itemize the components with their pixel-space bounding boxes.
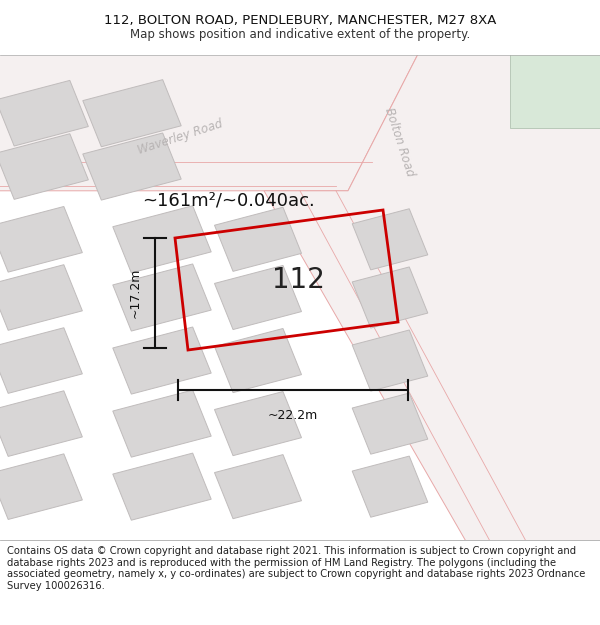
Polygon shape bbox=[113, 327, 211, 394]
Polygon shape bbox=[214, 266, 302, 329]
Text: ~17.2m: ~17.2m bbox=[129, 268, 142, 318]
Polygon shape bbox=[0, 391, 82, 456]
Polygon shape bbox=[352, 209, 428, 270]
Polygon shape bbox=[0, 50, 420, 191]
Text: 112, BOLTON ROAD, PENDLEBURY, MANCHESTER, M27 8XA: 112, BOLTON ROAD, PENDLEBURY, MANCHESTER… bbox=[104, 14, 496, 27]
Polygon shape bbox=[352, 393, 428, 454]
Text: Map shows position and indicative extent of the property.: Map shows position and indicative extent… bbox=[130, 28, 470, 41]
Polygon shape bbox=[352, 267, 428, 328]
Polygon shape bbox=[352, 330, 428, 391]
Text: Contains OS data © Crown copyright and database right 2021. This information is : Contains OS data © Crown copyright and d… bbox=[7, 546, 586, 591]
Polygon shape bbox=[0, 206, 82, 272]
Polygon shape bbox=[214, 208, 302, 271]
Polygon shape bbox=[113, 264, 211, 331]
Polygon shape bbox=[0, 134, 88, 199]
Polygon shape bbox=[214, 329, 302, 392]
Text: Bolton Road: Bolton Road bbox=[382, 106, 416, 178]
Polygon shape bbox=[113, 390, 211, 457]
Polygon shape bbox=[0, 328, 82, 393]
Polygon shape bbox=[0, 81, 88, 146]
Polygon shape bbox=[214, 454, 302, 519]
Polygon shape bbox=[0, 454, 82, 519]
Polygon shape bbox=[83, 79, 181, 147]
Polygon shape bbox=[83, 133, 181, 200]
Text: ~22.2m: ~22.2m bbox=[268, 409, 318, 422]
Polygon shape bbox=[352, 456, 428, 518]
Polygon shape bbox=[113, 206, 211, 273]
Text: Waverley Road: Waverley Road bbox=[136, 118, 224, 158]
Polygon shape bbox=[214, 391, 302, 456]
Polygon shape bbox=[510, 50, 600, 127]
Text: ~161m²/~0.040ac.: ~161m²/~0.040ac. bbox=[142, 191, 314, 209]
Text: 112: 112 bbox=[272, 266, 325, 294]
Polygon shape bbox=[113, 453, 211, 520]
Polygon shape bbox=[264, 50, 600, 545]
Polygon shape bbox=[0, 265, 82, 330]
